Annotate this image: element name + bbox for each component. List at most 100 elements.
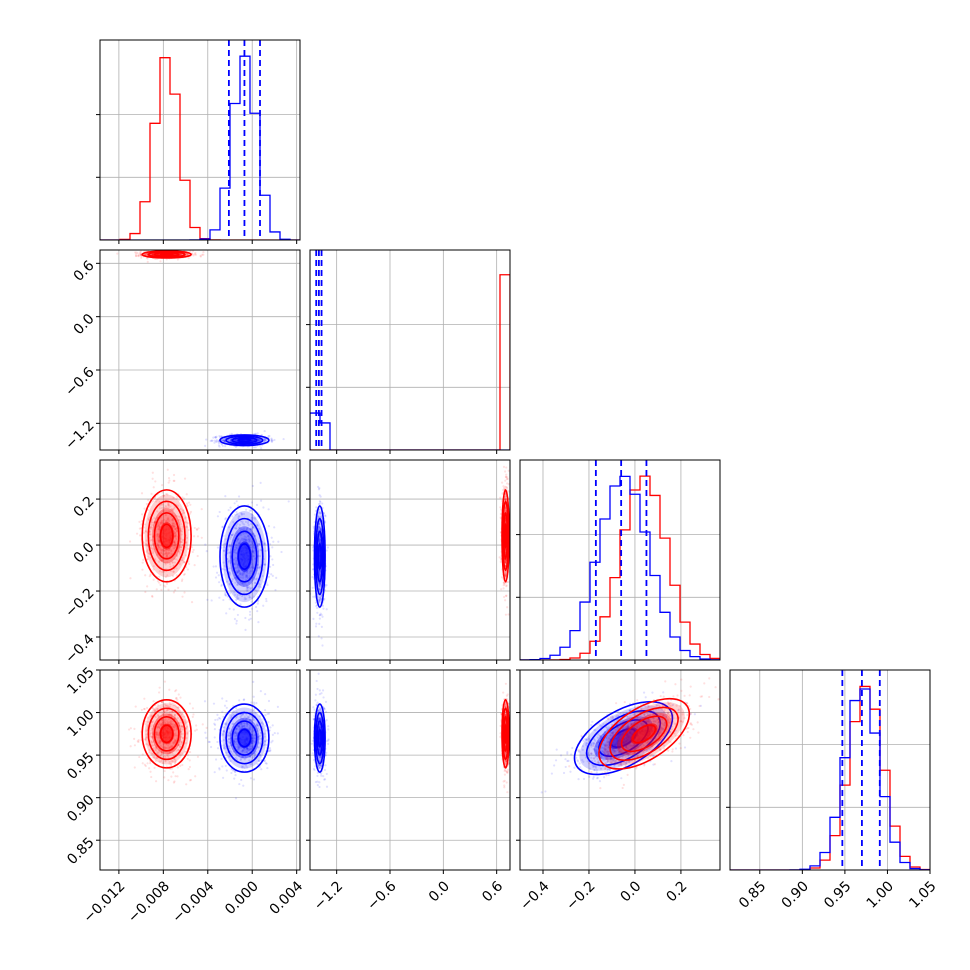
scatter-point [318, 522, 321, 525]
scatter-point [240, 537, 244, 540]
scatter-point [170, 715, 173, 718]
scatter-point [143, 722, 147, 726]
scatter-point [230, 533, 233, 537]
scatter-point [504, 497, 507, 500]
scatter-point [249, 566, 252, 569]
scatter-point [186, 720, 190, 723]
scatter-point [239, 572, 242, 575]
contour-line [225, 435, 264, 446]
scatter-point [323, 597, 326, 601]
scatter-point [168, 688, 171, 691]
scatter-point [241, 538, 244, 541]
scatter-point [249, 528, 252, 531]
contour-line [141, 489, 192, 583]
scatter-point [234, 544, 238, 547]
scatter-point [157, 524, 160, 527]
scatter-point [320, 625, 323, 628]
scatter-point [185, 742, 188, 745]
scatter-point [172, 725, 175, 729]
scatter-point [231, 569, 234, 572]
scatter-point [168, 751, 171, 754]
scatter-point [244, 628, 247, 631]
scatter-point [154, 747, 157, 750]
scatter-point [159, 547, 162, 550]
scatter-point [249, 527, 252, 531]
scatter-point [168, 713, 171, 716]
scatter-point [242, 537, 246, 540]
scatter-point [229, 561, 232, 565]
scatter-point [504, 497, 507, 500]
scatter-point [152, 578, 155, 581]
scatter-point [253, 546, 256, 549]
scatter-point [173, 544, 176, 547]
scatter-point [157, 725, 161, 729]
scatter-point [233, 548, 236, 551]
scatter-point [499, 512, 502, 516]
scatter-point [139, 250, 143, 253]
scatter-point [237, 746, 240, 749]
scatter-point [173, 541, 177, 544]
scatter-point [222, 561, 225, 564]
scatter-point [171, 508, 174, 511]
scatter-point [164, 519, 168, 522]
scatter-point [145, 539, 148, 542]
scatter-point [179, 537, 182, 540]
scatter-point [189, 510, 193, 513]
scatter-point [160, 551, 163, 555]
scatter-point [166, 556, 169, 559]
scatter-point [173, 534, 177, 538]
scatter-point [164, 575, 167, 579]
scatter-point [173, 723, 177, 727]
scatter-point [149, 770, 152, 773]
scatter-point [504, 479, 507, 482]
scatter-point [174, 717, 177, 720]
scatter-point [236, 570, 239, 574]
scatter-point [319, 512, 322, 515]
scatter-point [234, 731, 237, 735]
scatter-point [228, 537, 232, 540]
scatter-point [165, 554, 169, 557]
scatter-point [175, 697, 178, 700]
scatter-point [235, 540, 238, 543]
scatter-point [148, 748, 151, 752]
contour-line [237, 543, 252, 570]
scatter-point [160, 722, 163, 726]
scatter-point [215, 435, 218, 438]
scatter-point [196, 528, 199, 531]
scatter-point [318, 617, 321, 620]
scatter-point [140, 513, 144, 516]
scatter-point [171, 523, 174, 526]
scatter-point [503, 583, 506, 586]
scatter-point [179, 545, 182, 548]
scatter-point [173, 589, 177, 592]
scatter-point [502, 485, 505, 488]
scatter-point [504, 572, 507, 576]
scatter-point [259, 754, 262, 757]
scatter-point [313, 513, 317, 516]
scatter-point [234, 439, 237, 442]
scatter-point [179, 745, 182, 748]
scatter-point [176, 775, 179, 778]
scatter-point [238, 523, 242, 526]
scatter-point [176, 495, 179, 498]
scatter-point [507, 483, 510, 486]
scatter-point [168, 705, 171, 708]
scatter-point [180, 741, 183, 744]
scatter-point [185, 725, 189, 728]
scatter-point [158, 575, 161, 578]
scatter-point [162, 552, 165, 555]
scatter-point [164, 718, 167, 721]
scatter-point [275, 576, 278, 579]
scatter-point [159, 754, 162, 757]
scatter-point [171, 752, 174, 755]
panel-frame [99, 39, 301, 241]
scatter-point [181, 538, 184, 541]
scatter-point [502, 465, 506, 469]
scatter-point [157, 540, 161, 543]
scatter-point [149, 762, 152, 765]
scatter-point [238, 699, 241, 702]
scatter-point [214, 440, 218, 443]
scatter-point [175, 749, 178, 752]
scatter-point [229, 749, 232, 753]
scatter-point [154, 709, 157, 712]
